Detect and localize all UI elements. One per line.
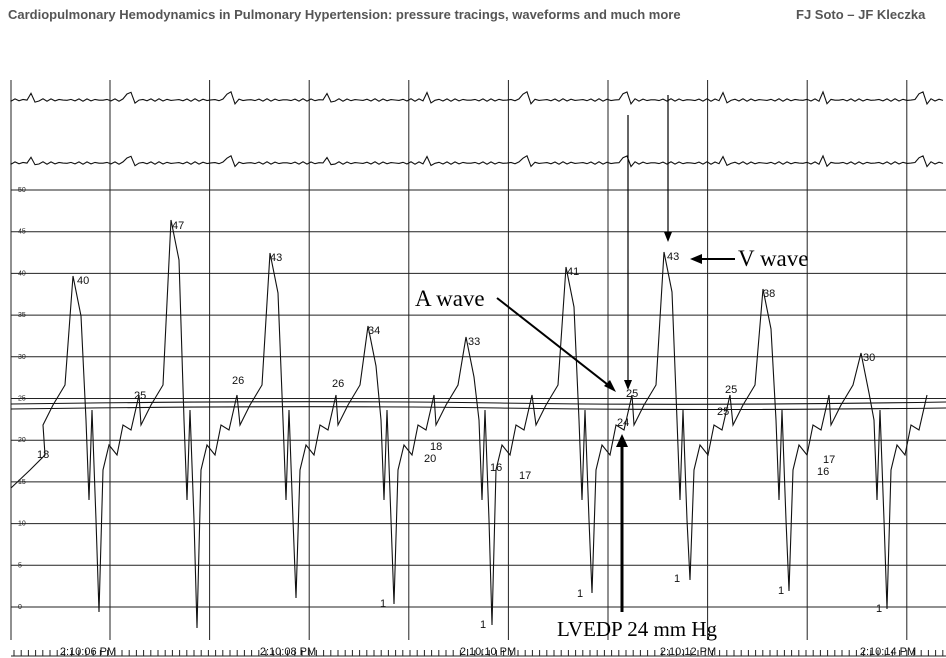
peak-label: 25 xyxy=(134,390,146,402)
peak-label: 25 xyxy=(717,406,729,418)
peak-label: 30 xyxy=(863,352,875,364)
pressure-trace xyxy=(10,219,928,629)
traces xyxy=(10,90,946,629)
header-authors: FJ Soto – JF Kleczka xyxy=(796,7,926,22)
labels: 5045403530252015105018402547264326341820… xyxy=(18,187,916,658)
ecg-trace xyxy=(10,154,944,168)
peak-label: 43 xyxy=(667,251,679,263)
peak-label: 1 xyxy=(778,585,784,597)
arrowhead xyxy=(616,434,628,447)
time-label: 2:10:06 PM xyxy=(60,646,116,658)
peak-label: 1 xyxy=(380,598,386,610)
reference-line xyxy=(10,401,946,405)
peak-label: 18 xyxy=(430,441,442,453)
peak-label: 40 xyxy=(77,275,89,287)
peak-label: 41 xyxy=(567,266,579,278)
arrowhead xyxy=(664,232,672,242)
a-wave-arrow xyxy=(496,297,613,389)
scale-label: 35 xyxy=(18,312,26,319)
peak-label: 17 xyxy=(823,454,835,466)
reference-line xyxy=(10,406,946,411)
peak-label: 16 xyxy=(817,466,829,478)
peak-label: 47 xyxy=(172,220,184,232)
peak-label: 1 xyxy=(674,573,680,585)
peak-label: 17 xyxy=(519,470,531,482)
peak-label: 1 xyxy=(577,588,583,600)
scale-label: 0 xyxy=(18,604,22,611)
peak-label: 20 xyxy=(424,453,436,465)
v-wave-label: V wave xyxy=(738,246,808,271)
scale-label: 40 xyxy=(18,270,26,277)
scale-label: 30 xyxy=(18,354,26,361)
lvedp-label: LVEDP 24 mm Hg xyxy=(557,617,718,641)
peak-label: 38 xyxy=(763,288,775,300)
scale-label: 10 xyxy=(18,521,26,528)
peak-label: 24 xyxy=(617,417,629,429)
peak-label: 18 xyxy=(37,449,49,461)
peak-label: 34 xyxy=(368,325,380,337)
scale-label: 5 xyxy=(18,562,22,569)
grid xyxy=(10,80,946,657)
arrowhead xyxy=(604,380,616,392)
time-label: 2:10:14 PM xyxy=(860,646,916,658)
scale-label: 50 xyxy=(18,187,26,194)
peak-label: 1 xyxy=(480,619,486,631)
peak-label: 25 xyxy=(725,384,737,396)
peak-label: 26 xyxy=(332,378,344,390)
header-title: Cardiopulmonary Hemodynamics in Pulmonar… xyxy=(8,7,681,22)
arrowhead xyxy=(624,380,632,390)
ecg-trace xyxy=(10,90,944,106)
scale-label: 15 xyxy=(18,479,26,486)
peak-label: 33 xyxy=(468,336,480,348)
arrowhead xyxy=(690,254,702,264)
scale-label: 45 xyxy=(18,229,26,236)
peak-label: 26 xyxy=(232,375,244,387)
peak-label: 25 xyxy=(626,388,638,400)
time-label: 2:10:08 PM xyxy=(260,646,316,658)
peak-label: 43 xyxy=(270,252,282,264)
time-label: 2:10:10 PM xyxy=(460,646,516,658)
scale-label: 20 xyxy=(18,437,26,444)
time-label: 2:10:12 PM xyxy=(660,646,716,658)
peak-label: 16 xyxy=(490,462,502,474)
peak-label: 1 xyxy=(876,603,882,615)
a-wave-label: A wave xyxy=(415,286,485,311)
scale-label: 25 xyxy=(18,396,26,403)
